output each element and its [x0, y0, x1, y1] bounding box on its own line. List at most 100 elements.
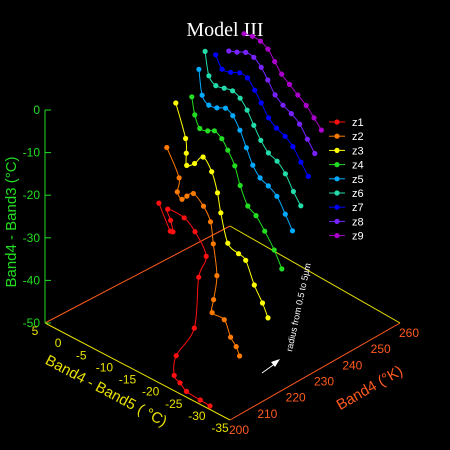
y-axis-line — [229, 322, 401, 421]
data-point — [258, 64, 264, 70]
data-point — [214, 105, 220, 111]
data-point — [288, 111, 294, 117]
data-point — [192, 229, 198, 235]
data-point — [190, 190, 196, 197]
data-point — [244, 75, 251, 81]
legend-label: z8 — [352, 216, 364, 228]
data-point — [196, 66, 202, 72]
legend-label: z5 — [352, 174, 364, 186]
data-point — [311, 115, 317, 121]
x-tick-label: -5 — [76, 348, 87, 362]
x-tick-label: -10 — [96, 360, 114, 374]
data-point — [211, 297, 217, 303]
series-z9 — [241, 31, 324, 133]
series-z3 — [173, 100, 271, 321]
data-point — [251, 54, 257, 60]
data-point — [179, 196, 185, 202]
data-point — [297, 121, 303, 127]
data-point — [257, 38, 264, 44]
legend-label: z1 — [352, 117, 364, 129]
data-point — [289, 228, 296, 234]
data-point — [290, 188, 296, 195]
legend-label: z6 — [352, 188, 364, 200]
data-point — [304, 136, 310, 142]
data-point — [286, 81, 293, 87]
z-tick-label: -20 — [23, 188, 41, 202]
legend-label: z7 — [352, 202, 364, 214]
data-point — [211, 128, 217, 134]
floor-edge-back — [44, 225, 231, 324]
data-point — [173, 353, 179, 359]
data-point — [228, 69, 234, 75]
z-axis-label: Band4 - Band3 (°C) — [3, 156, 20, 287]
data-point — [280, 102, 286, 108]
series-line — [158, 202, 211, 407]
data-point — [221, 85, 227, 91]
data-point — [252, 87, 258, 93]
data-point — [266, 115, 272, 121]
data-point — [196, 274, 202, 280]
series-z6 — [202, 48, 304, 209]
x-axis-ticks: 5 0 -5 -10 -15 -20 -25 -30 -35 — [32, 324, 229, 435]
z-tick-label: -40 — [23, 273, 41, 287]
data-point — [184, 162, 190, 168]
legend: z1 z2 z3 z4 z5 z6 z7 z8 z9 — [329, 117, 364, 243]
data-point — [295, 92, 301, 98]
data-point — [279, 266, 285, 272]
data-point — [265, 315, 271, 321]
data-point — [243, 257, 249, 263]
data-point — [165, 206, 171, 212]
legend-swatch-marker — [334, 133, 340, 139]
data-point — [290, 144, 296, 150]
legend-swatch-marker — [334, 176, 340, 182]
y-tick-label: 210 — [257, 407, 277, 421]
annotation-arrow-head — [271, 359, 280, 367]
data-point — [197, 397, 203, 403]
x-tick-label: -15 — [119, 373, 137, 387]
series-z2 — [164, 144, 243, 359]
y-tick-label: 220 — [286, 391, 306, 405]
data-point — [184, 193, 190, 199]
series-z8 — [226, 48, 318, 157]
series-line — [228, 50, 316, 154]
data-point — [209, 169, 215, 175]
data-point — [192, 112, 198, 118]
data-point — [214, 273, 220, 279]
legend-swatch-marker — [334, 233, 340, 239]
data-point — [177, 380, 183, 386]
series-z7 — [213, 52, 311, 179]
legend-item: z6 — [329, 188, 364, 200]
series-z1 — [156, 200, 213, 409]
x-tick-label: -35 — [211, 421, 229, 435]
data-point — [206, 73, 212, 79]
data-point — [181, 215, 187, 221]
data-point — [265, 150, 271, 156]
series-layer — [156, 31, 324, 409]
y-tick-label: 260 — [399, 326, 419, 340]
data-point — [176, 175, 182, 181]
data-point — [233, 344, 239, 350]
data-point — [250, 162, 256, 168]
data-point — [225, 147, 231, 153]
data-point — [298, 203, 304, 209]
data-point — [214, 190, 221, 196]
legend-label: z9 — [352, 231, 364, 243]
data-point — [206, 102, 212, 108]
data-point — [244, 107, 250, 113]
y-tick-label: 230 — [314, 375, 334, 389]
y-axis-ticks: 200 210 220 230 240 250 260 — [229, 326, 419, 437]
data-point — [237, 127, 243, 133]
data-point — [213, 83, 219, 89]
z-axis-ticks: 0 -10 -20 -30 -40 -50 — [23, 103, 51, 330]
legend-item: z4 — [329, 160, 364, 172]
data-point — [279, 71, 285, 77]
data-point — [225, 240, 231, 246]
data-point — [257, 175, 263, 181]
data-point — [199, 92, 205, 98]
legend-item: z9 — [329, 231, 364, 243]
annotation-text: radius from 0.5 to 5µm — [284, 262, 313, 352]
x-tick-label: -25 — [165, 397, 183, 411]
data-point — [274, 158, 280, 164]
data-point — [305, 173, 311, 179]
